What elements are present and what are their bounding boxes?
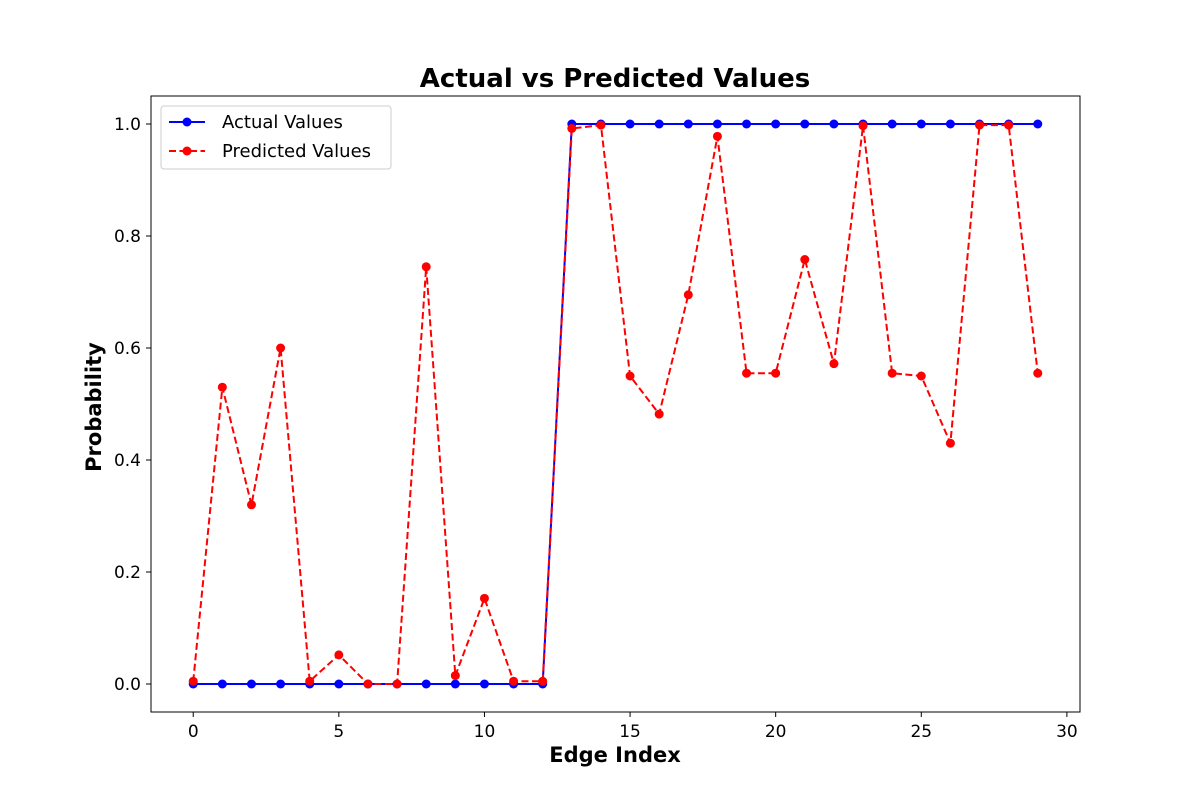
data-point-actual-values <box>654 119 664 129</box>
y-tick-label: 0.6 <box>114 339 141 359</box>
data-point-predicted-values <box>363 679 373 689</box>
chart-title: Actual vs Predicted Values <box>420 64 810 94</box>
plot-area <box>188 119 1043 689</box>
data-point-predicted-values <box>334 650 344 660</box>
legend-swatch-marker-predicted-values <box>182 146 192 156</box>
data-point-actual-values <box>421 679 431 689</box>
axes: 0 5 10 15 20 25 30 0.0 0.2 0.4 0.6 0.8 1.0 <box>114 95 1081 742</box>
data-point-predicted-values <box>887 368 897 378</box>
x-tick-label: 30 <box>1056 722 1078 742</box>
data-point-predicted-values <box>305 676 315 686</box>
data-point-actual-values <box>334 679 344 689</box>
y-axis-label: Probability <box>82 342 106 472</box>
data-point-predicted-values <box>712 131 722 141</box>
data-point-actual-values <box>683 119 693 129</box>
data-point-predicted-values <box>683 290 693 300</box>
data-point-predicted-values <box>1004 120 1014 130</box>
y-tick-label: 1.0 <box>114 115 141 135</box>
data-point-predicted-values <box>916 371 926 381</box>
data-point-actual-values <box>217 679 227 689</box>
data-point-predicted-values <box>479 593 489 603</box>
legend-swatch-marker-actual-values <box>182 117 192 127</box>
data-point-actual-values <box>625 119 635 129</box>
data-point-predicted-values <box>742 368 752 378</box>
data-point-predicted-values <box>829 359 839 369</box>
data-point-predicted-values <box>858 121 868 131</box>
x-axis-label: Edge Index <box>549 743 681 767</box>
x-tick-label: 20 <box>765 722 787 742</box>
data-point-predicted-values <box>567 123 577 133</box>
data-point-actual-values <box>246 679 256 689</box>
x-tick-label: 10 <box>474 722 496 742</box>
data-point-predicted-values <box>1033 368 1043 378</box>
legend-label-actual-values: Actual Values <box>222 112 343 133</box>
x-tick-label: 5 <box>333 722 344 742</box>
data-point-predicted-values <box>421 262 431 272</box>
data-point-actual-values <box>945 119 955 129</box>
data-point-predicted-values <box>450 671 460 681</box>
data-point-predicted-values <box>188 676 198 686</box>
data-point-actual-values <box>771 119 781 129</box>
data-point-actual-values <box>887 119 897 129</box>
data-point-predicted-values <box>392 679 402 689</box>
data-point-predicted-values <box>945 438 955 448</box>
legend: Actual Values Predicted Values <box>160 105 392 170</box>
data-point-actual-values <box>829 119 839 129</box>
y-tick-label: 0.8 <box>114 227 141 247</box>
data-point-predicted-values <box>217 382 227 392</box>
y-tick-label: 0.2 <box>114 563 141 583</box>
data-point-predicted-values <box>975 120 985 130</box>
legend-label-predicted-values: Predicted Values <box>222 141 371 162</box>
data-point-predicted-values <box>246 500 256 510</box>
data-point-predicted-values <box>509 676 519 686</box>
data-point-predicted-values <box>800 255 810 265</box>
data-point-actual-values <box>1033 119 1043 129</box>
data-point-actual-values <box>712 119 722 129</box>
data-point-predicted-values <box>538 676 548 686</box>
y-tick-label: 0.0 <box>114 675 141 695</box>
x-tick-label: 25 <box>910 722 932 742</box>
data-point-predicted-values <box>276 343 286 353</box>
data-point-predicted-values <box>596 120 606 130</box>
data-point-predicted-values <box>654 409 664 419</box>
y-tick-label: 0.4 <box>114 451 141 471</box>
data-point-predicted-values <box>625 371 635 381</box>
series-line-actual-values <box>193 123 1038 685</box>
legend-box <box>160 105 392 170</box>
x-tick-label: 15 <box>619 722 641 742</box>
plot-frame <box>150 95 1081 713</box>
data-point-actual-values <box>479 679 489 689</box>
data-point-actual-values <box>450 679 460 689</box>
data-point-actual-values <box>742 119 752 129</box>
x-tick-label: 0 <box>188 722 199 742</box>
data-point-predicted-values <box>771 368 781 378</box>
series-line-predicted-values <box>192 124 1039 685</box>
data-point-actual-values <box>916 119 926 129</box>
data-point-actual-values <box>800 119 810 129</box>
data-point-actual-values <box>276 679 286 689</box>
